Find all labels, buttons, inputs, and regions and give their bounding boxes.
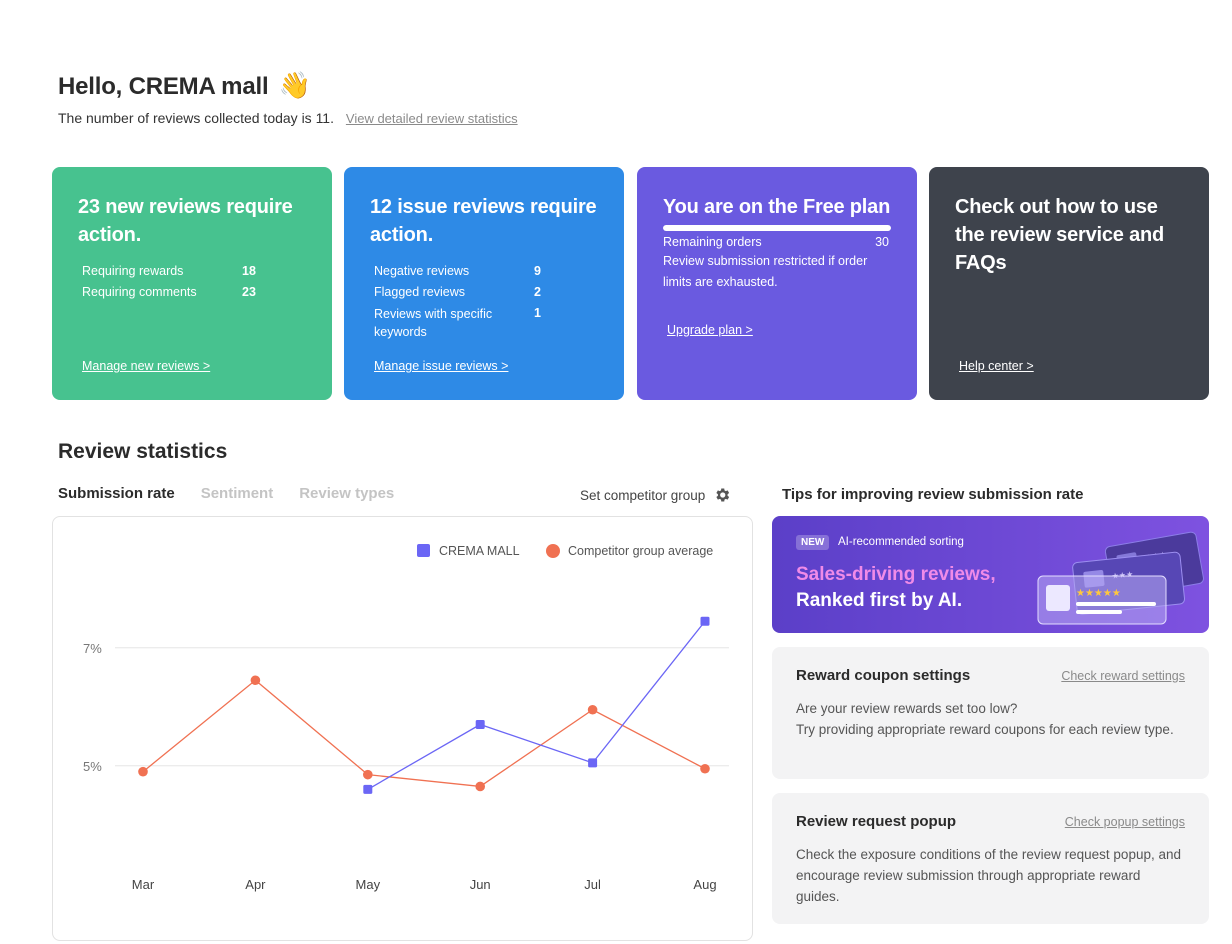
y-tick-label: 5% [83, 759, 102, 774]
review-popup-tip: Review request popup Check popup setting… [772, 793, 1209, 924]
reward-coupon-body: Are your review rewards set too low? Try… [796, 698, 1185, 740]
review-popup-title: Review request popup [796, 813, 957, 830]
y-tick-label: 7% [83, 641, 102, 656]
series-line [142, 679, 706, 788]
legend-marker [417, 544, 430, 557]
reward-coupon-title: Reward coupon settings [796, 667, 971, 684]
remaining-orders-bar [663, 225, 891, 231]
row-label: Reviews with specific keywords [374, 307, 493, 339]
x-tick-label: May [356, 877, 381, 892]
chart-canvas: 7% 5% Mar Apr May Jun Jul Aug CREMA MALL Competit… [83, 544, 729, 892]
tab-submission-rate[interactable]: Submission rate [58, 485, 175, 502]
legend-marker [546, 544, 560, 558]
data-point [475, 781, 486, 792]
greeting-title: Hello, CREMA mall 👋 [58, 70, 311, 101]
view-stats-link[interactable]: View detailed review statistics [345, 111, 518, 126]
issue-reviews-card: 12 issue reviews require action. Negativ… [344, 167, 624, 400]
banner-badge-text: AI-recommended sorting [838, 536, 964, 548]
tab-sentiment[interactable]: Sentiment [200, 485, 274, 502]
row-label: Requiring comments [82, 285, 197, 299]
tips-title: Tips for improving review submission rat… [782, 486, 1084, 503]
data-point [138, 766, 148, 777]
list-item: Reviews with specific keywords 1 [374, 303, 598, 341]
data-point [363, 784, 373, 794]
list-item: Negative reviews 9 [374, 261, 598, 282]
row-value: 1 [534, 306, 541, 320]
section-title: Review statistics [58, 440, 228, 463]
data-point [588, 758, 598, 768]
review-cards-illustration: ★★★ ★★★ ★★★★★ [1037, 531, 1204, 625]
x-tick-label: Jul [584, 877, 601, 892]
new-reviews-rows: Requiring rewards 18 Requiring comments … [82, 261, 306, 303]
row-value: 23 [242, 285, 256, 299]
plan-title: You are on the Free plan [663, 196, 891, 218]
svg-text:★★★: ★★★ [1111, 570, 1133, 581]
new-reviews-card: 23 new reviews require action. Requiring… [52, 167, 332, 400]
x-tick-label: Jun [470, 877, 491, 892]
gear-icon [716, 488, 730, 502]
today-summary: The number of reviews collected today is… [58, 110, 518, 126]
data-point [700, 763, 710, 774]
data-point [250, 675, 261, 686]
list-item: Flagged reviews 2 [374, 282, 598, 303]
reward-coupon-body-line: Try providing appropriate reward coupons… [796, 722, 1174, 737]
x-tick-label: Mar [132, 877, 155, 892]
review-popup-body: Check the exposure conditions of the rev… [796, 847, 1181, 904]
check-reward-settings-link[interactable]: Check reward settings [1061, 669, 1185, 683]
plan-description: Review submission restricted if order li… [663, 254, 868, 289]
plan-card: You are on the Free plan Remaining order… [637, 167, 917, 400]
issue-reviews-rows: Negative reviews 9 Flagged reviews 2 Rev… [374, 261, 598, 341]
set-competitor-group-button[interactable]: Set competitor group [580, 486, 731, 504]
remaining-orders: Remaining orders 30 [663, 235, 889, 249]
data-point [475, 720, 485, 729]
data-point [587, 704, 598, 715]
x-tick-label: Apr [245, 877, 266, 892]
tab-review-types[interactable]: Review types [299, 485, 395, 502]
upgrade-plan-link[interactable]: Upgrade plan > [667, 323, 753, 337]
new-reviews-title: 23 new reviews require action. [78, 196, 293, 246]
manage-new-reviews-link[interactable]: Manage new reviews > [82, 359, 211, 373]
remaining-orders-bar-fill [663, 225, 891, 231]
submission-rate-chart: 7% 5% Mar Apr May Jun Jul Aug CREMA MALL Competit… [52, 516, 753, 941]
issue-reviews-title: 12 issue reviews require action. [370, 196, 597, 246]
reward-coupon-tip: Reward coupon settings Check reward sett… [772, 647, 1209, 779]
reward-coupon-body-line: Are your review rewards set too low? [796, 701, 1018, 716]
legend-label: Competitor group average [568, 544, 713, 558]
greeting-text: Hello, CREMA mall [58, 73, 269, 100]
help-card: Check out how to use the review service … [929, 167, 1209, 400]
ai-sorting-banner[interactable]: NEW AI-recommended sorting Sales-driving… [772, 516, 1209, 633]
help-title: Check out how to use the review service … [955, 196, 1165, 274]
x-tick-label: Aug [693, 877, 716, 892]
banner-headline: Sales-driving reviews, [796, 564, 996, 585]
series-line [367, 620, 706, 790]
waving-hand-icon: 👋 [278, 70, 312, 100]
data-point [700, 616, 710, 626]
stats-tabs: Submission rate Sentiment Review types [58, 485, 394, 502]
list-item: Requiring rewards 18 [82, 261, 306, 282]
check-popup-settings-link[interactable]: Check popup settings [1064, 815, 1185, 829]
row-value: 9 [534, 264, 541, 278]
data-point [363, 769, 373, 780]
today-summary-text: The number of reviews collected today is… [58, 110, 334, 126]
help-center-link[interactable]: Help center > [959, 359, 1034, 373]
new-badge: NEW [796, 535, 830, 550]
remaining-orders-value: 30 [875, 235, 889, 249]
row-label: Negative reviews [374, 264, 470, 278]
row-value: 2 [534, 285, 541, 299]
row-label: Flagged reviews [374, 285, 466, 299]
svg-text:★★★★★: ★★★★★ [1076, 588, 1121, 599]
row-value: 18 [242, 264, 256, 278]
legend-label: CREMA MALL [439, 544, 520, 558]
row-label: Requiring rewards [82, 264, 184, 278]
set-competitor-group-label: Set competitor group [580, 487, 706, 503]
remaining-orders-label: Remaining orders [663, 235, 762, 249]
banner-subheadline: Ranked first by AI. [796, 590, 963, 611]
manage-issue-reviews-link[interactable]: Manage issue reviews > [374, 359, 509, 373]
list-item: Requiring comments 23 [82, 282, 306, 303]
